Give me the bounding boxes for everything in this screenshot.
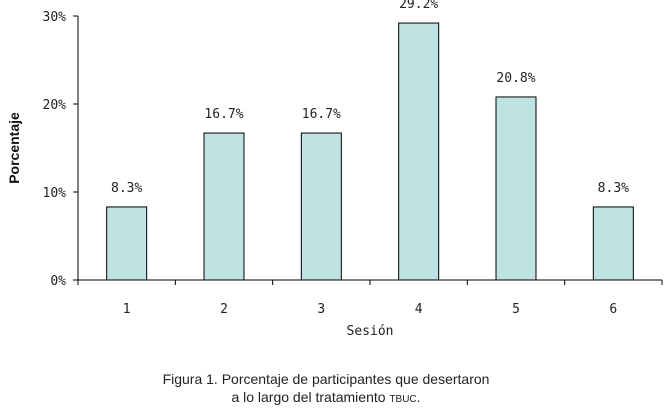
caption-period: .: [416, 389, 421, 405]
x-tick-label: 3: [317, 302, 325, 317]
bar-sesion-5: [495, 96, 537, 281]
x-tick-label: 6: [609, 302, 617, 317]
x-tick-label: 1: [123, 302, 131, 317]
bar-chart: 8.3% 16.7% 16.7% 29.2% 20.8% 8.3% 0% 10% 20% 30%…: [6, 0, 663, 339]
y-axis-title: Porcentaje: [6, 112, 22, 184]
x-tick-label: 2: [220, 302, 228, 317]
y-tick-label: 20%: [43, 98, 67, 113]
bar-sesion-2: [203, 132, 245, 281]
caption-line-2-text: a lo largo del tratamiento: [231, 389, 390, 405]
bar-sesion-4: [398, 22, 440, 281]
bar-value-label: 16.7%: [302, 107, 341, 122]
x-tick-label: 5: [512, 302, 520, 317]
caption-abbr: TBUC: [389, 394, 417, 405]
y-tick-label: 10%: [43, 186, 67, 201]
x-axis-title: Sesión: [347, 324, 394, 339]
x-tick-label: 4: [415, 302, 423, 317]
bar-sesion-6: [592, 206, 634, 281]
bar-value-label: 20.8%: [496, 71, 535, 86]
y-tick-label: 30%: [43, 10, 67, 25]
caption-line-1: Figura 1. Porcentaje de participantes qu…: [162, 371, 490, 387]
bar-sesion-1: [106, 206, 148, 281]
bar-value-label: 8.3%: [598, 181, 629, 196]
bar-value-label: 29.2%: [399, 0, 438, 12]
y-tick-label: 0%: [50, 274, 66, 289]
figure-caption: Figura 1. Porcentaje de participantes qu…: [0, 370, 652, 409]
bar-value-label: 8.3%: [111, 181, 142, 196]
caption-line-2: a lo largo del tratamiento TBUC.: [0, 388, 652, 409]
bar-value-label: 16.7%: [204, 107, 243, 122]
bar-sesion-3: [300, 132, 342, 281]
